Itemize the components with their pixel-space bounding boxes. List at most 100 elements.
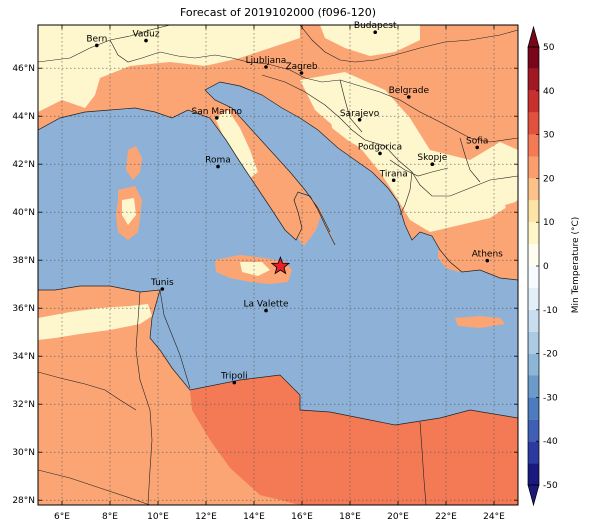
corsica	[126, 146, 142, 180]
colorbar-swatch	[528, 397, 539, 420]
y-tick-label: 38°N	[12, 256, 35, 266]
city-label: Tirana	[379, 169, 408, 179]
colorbar-tick-label: -50	[543, 481, 558, 491]
colorbar-swatch	[528, 112, 539, 135]
colorbar-tick-label: -10	[543, 306, 558, 316]
colorbar-tick-label: 10	[543, 218, 555, 228]
colorbar-swatch	[528, 134, 539, 157]
city-label: San Marino	[192, 107, 243, 117]
city-label: Bern	[86, 34, 107, 44]
city-label: Zagreb	[285, 62, 317, 72]
y-tick-label: 40°N	[12, 208, 35, 218]
colorbar-tick-label: 40	[543, 87, 555, 97]
x-tick-label: 10°E	[147, 512, 169, 522]
x-tick-label: 6°E	[54, 512, 70, 522]
dinaric-cool-zone	[330, 112, 375, 152]
city-label: Vaduz	[132, 30, 159, 40]
coastline	[38, 81, 518, 426]
apennine-cool-zone	[215, 110, 258, 178]
x-axis: 6°E 8°E 10°E 12°E 14°E 16°E 18°E 20°E 22°E 24°E	[54, 25, 505, 522]
star-shape	[270, 256, 291, 275]
colorbar: -50 -40 -30 -20 -10 0 10 20 30 40 50	[527, 25, 558, 507]
y-tick-label: 44°N	[12, 112, 35, 122]
colorbar-tick-label: -40	[543, 437, 558, 447]
colorbar-tick-label: -20	[543, 350, 558, 360]
city-dot	[299, 71, 304, 75]
city-label: Belgrade	[389, 86, 430, 96]
graticule	[38, 25, 518, 505]
colorbar-swatch	[528, 266, 539, 288]
colorbar-extend-max	[527, 25, 540, 48]
mediterranean-sea	[38, 82, 518, 425]
colorbar-label: Min Temperature (°C)	[571, 217, 581, 314]
colorbar-swatch	[528, 287, 539, 310]
colorbar-swatch	[528, 353, 539, 376]
colorbar-tick-label: 20	[543, 174, 555, 184]
city-dot	[232, 380, 237, 385]
city-dot	[264, 308, 268, 313]
city-label: Sofia	[466, 136, 488, 146]
colorbar-swatch	[528, 244, 539, 266]
colorbar-tick-label: 50	[543, 43, 555, 53]
x-tick-label: 8°E	[102, 512, 118, 522]
city-dot	[264, 65, 268, 69]
colorbar-swatch	[528, 90, 539, 113]
colorbar-extend-min	[527, 484, 540, 507]
city-label: Tunis	[150, 278, 174, 288]
x-tick-label: 22°E	[435, 512, 457, 522]
colorbar-swatch	[528, 309, 539, 332]
colorbar-swatch	[528, 178, 539, 201]
city-label: Budapest	[354, 21, 397, 31]
city-dot	[160, 287, 165, 291]
city-dot	[357, 118, 362, 122]
y-tick-label: 46°N	[12, 64, 35, 74]
map-area	[38, 25, 518, 505]
map-title: Forecast of 2019102000 (f096-120)	[179, 6, 377, 19]
colorbar-tick-label: -30	[543, 393, 558, 403]
colorbar-swatch	[528, 47, 539, 69]
y-tick-label: 36°N	[12, 304, 35, 314]
x-tick-label: 18°E	[339, 512, 361, 522]
city-label: Roma	[205, 156, 231, 166]
star-marker	[270, 256, 291, 275]
hungary-cool-zone	[320, 25, 420, 56]
city-dot	[95, 43, 99, 48]
colorbar-swatch	[528, 441, 539, 464]
city-dot	[373, 30, 378, 34]
y-tick-label: 42°N	[12, 160, 35, 170]
city-label: Skopje	[417, 153, 447, 163]
map-frame	[37, 24, 519, 506]
colorbar-swatch	[528, 331, 539, 354]
algeria-cool-strip	[38, 304, 152, 340]
city-label: La Valette	[244, 300, 289, 310]
alps-cool-zone	[38, 25, 300, 112]
x-tick-label: 20°E	[387, 512, 409, 522]
x-tick-label: 14°E	[243, 512, 265, 522]
libya-warm-zone	[190, 375, 518, 505]
colorbar-swatch	[528, 222, 539, 245]
city-dot	[144, 38, 148, 43]
italy-boot-tip	[294, 192, 322, 246]
y-axis: 28°N 30°N 32°N 34°N 36°N 38°N 40°N 42°N 44°N 46°N	[12, 64, 518, 506]
x-tick-label: 24°E	[483, 512, 505, 522]
country-borders	[38, 25, 518, 505]
city-label: Podgorica	[358, 142, 402, 152]
y-tick-label: 32°N	[12, 400, 35, 410]
colorbar-tick-label: 0	[543, 262, 549, 272]
aegean-island-1	[488, 228, 500, 242]
city-dot	[378, 151, 382, 156]
city-dot	[407, 95, 411, 99]
city-dot	[391, 178, 396, 183]
colorbar-swatch	[528, 156, 539, 179]
city-label: Tripoli	[220, 372, 248, 382]
x-tick-label: 12°E	[195, 512, 217, 522]
city-dot	[215, 116, 219, 120]
y-tick-label: 30°N	[12, 448, 35, 458]
sardinia-cool-patch	[122, 198, 136, 225]
city-dot	[475, 145, 480, 150]
city-dot	[216, 164, 220, 169]
x-tick-label: 16°E	[291, 512, 313, 522]
colorbar-swatch	[528, 419, 539, 442]
